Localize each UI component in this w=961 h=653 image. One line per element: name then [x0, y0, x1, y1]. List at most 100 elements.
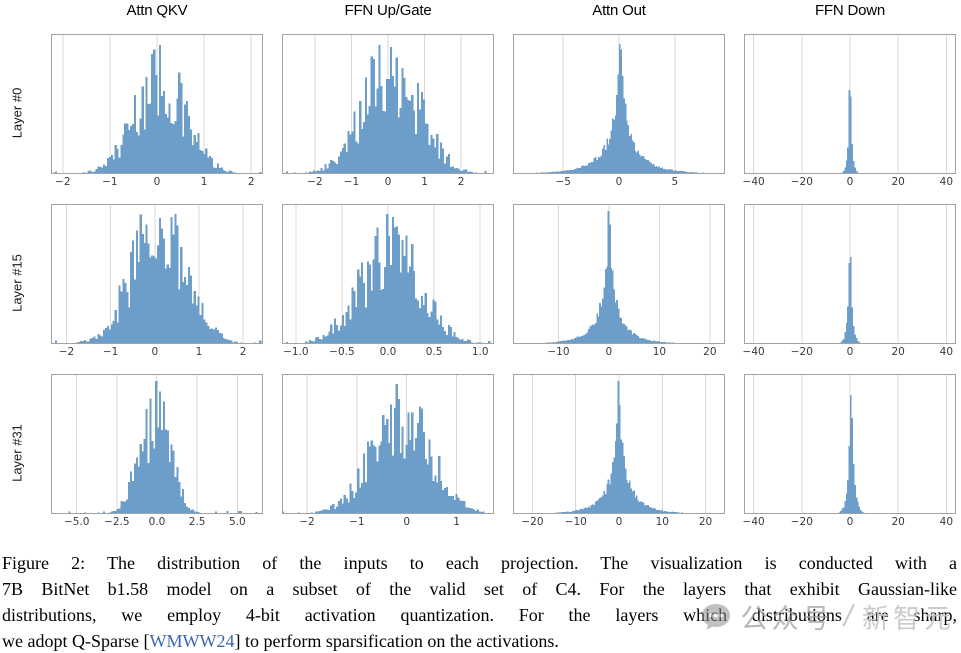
x-tick-label: 20: [891, 346, 905, 358]
x-tick-label: 5.0: [228, 516, 246, 528]
x-tick-label: −5.0: [63, 516, 90, 528]
row-label: Layer #0: [9, 87, 25, 139]
x-tick-label: −20: [521, 516, 544, 528]
x-axis-ticks: −1.0 −0.5 0.0 0.5 1.0: [282, 346, 494, 362]
row-label: Layer #31: [9, 424, 25, 482]
caption-line-2: 7B BitNet b1.58 model on a subset of the…: [2, 579, 957, 599]
histogram-panel: −40 −20 0 20 40: [742, 204, 956, 362]
x-axis-ticks: −2 −1 0 1: [282, 516, 494, 532]
x-tick-label: −1: [349, 516, 365, 528]
row-label-cell: Layer #15: [2, 204, 32, 362]
x-tick-label: −10: [547, 346, 570, 358]
x-tick-label: −1: [102, 176, 118, 188]
x-tick-label: 40: [939, 346, 954, 358]
x-tick-label: 0: [384, 176, 392, 188]
x-tick-label: −40: [742, 176, 765, 188]
x-tick-label: −0.5: [329, 346, 355, 358]
row-label: Layer #15: [9, 254, 25, 312]
x-tick-label: 10: [652, 346, 667, 358]
x-axis-ticks: −5 0 5: [513, 176, 725, 192]
histogram-grid: Attn QKV FFN Up/Gate Attn Out FFN Down Layer…: [2, 2, 956, 532]
figure-caption: Figure 2: The distribution of the inputs…: [0, 550, 961, 653]
x-tick-label: 1: [421, 176, 428, 188]
x-axis-ticks: −2 −1 0 1 2: [51, 346, 263, 362]
histogram-panel: −2 −1 0 1 2: [282, 34, 494, 192]
x-axis-ticks: −10 0 10 20: [513, 346, 725, 362]
x-tick-label: 0.0: [148, 516, 166, 528]
histogram-panel: −40 −20 0 20 40: [742, 34, 956, 192]
histogram-plot: [513, 34, 725, 174]
histogram-panel: −2 −1 0 1: [282, 374, 494, 532]
x-axis-ticks: −40 −20 0 20 40: [742, 516, 956, 532]
x-axis-ticks: −5.0 −2.5 0.0 2.5 5.0: [51, 516, 263, 532]
x-tick-label: 0: [151, 346, 159, 358]
x-axis-ticks: −20 −10 0 10 20: [513, 516, 725, 532]
x-tick-label: −2: [55, 176, 71, 188]
x-tick-label: 1: [200, 176, 208, 188]
x-tick-label: −2.5: [104, 516, 130, 528]
row-label-cell: Layer #0: [2, 34, 32, 192]
histogram-plot: [513, 204, 725, 344]
grid-corner: [2, 2, 32, 22]
x-tick-label: −40: [742, 346, 765, 358]
x-tick-label: 0: [615, 516, 623, 528]
column-title: FFN Up/Gate: [344, 2, 432, 19]
histogram-panel: −20 −10 0 10 20: [513, 374, 725, 532]
caption-line-3: distributions, we employ 4-bit activatio…: [2, 605, 957, 625]
histogram-plot: [744, 204, 956, 344]
x-tick-label: −10: [564, 516, 587, 528]
x-tick-label: 0: [846, 176, 854, 188]
citation-link[interactable]: WMWW24: [149, 631, 235, 651]
x-tick-label: 1.0: [471, 346, 489, 358]
x-tick-label: −2: [299, 516, 315, 528]
x-tick-label: 0: [153, 176, 161, 188]
caption-line-4: we adopt Q-Sparse [WMWW24] to perform sp…: [2, 628, 957, 653]
x-tick-label: 0: [615, 176, 623, 188]
histogram-panel: −1.0 −0.5 0.0 0.5 1.0: [282, 204, 494, 362]
x-tick-label: −40: [742, 516, 765, 528]
histogram-plot: [51, 374, 263, 514]
x-tick-label: 2: [457, 176, 465, 188]
x-tick-label: 10: [655, 516, 669, 528]
x-tick-label: 0: [403, 516, 411, 528]
x-tick-label: 20: [891, 176, 905, 188]
row-label-cell: Layer #31: [2, 374, 32, 532]
x-tick-label: 0: [605, 346, 613, 358]
x-tick-label: −1.0: [283, 346, 309, 358]
x-axis-ticks: −2 −1 0 1 2: [282, 176, 494, 192]
x-tick-label: 0: [846, 516, 854, 528]
column-title: Attn QKV: [126, 2, 188, 19]
caption-line-4-pre: we adopt Q-Sparse [: [2, 631, 150, 651]
x-tick-label: 1: [453, 516, 460, 528]
histogram-plot: [282, 204, 494, 344]
x-tick-label: −1: [343, 176, 360, 188]
x-tick-label: 20: [698, 516, 713, 528]
histogram-panel: −40 −20 0 20 40: [742, 374, 956, 532]
histogram-panel: −5 0 5: [513, 34, 725, 192]
x-tick-label: 2.5: [188, 516, 206, 528]
x-tick-label: 0.0: [379, 346, 397, 358]
caption-line-1: Figure 2: The distribution of the inputs…: [2, 553, 957, 573]
x-tick-label: −20: [790, 516, 813, 528]
x-tick-label: 40: [939, 516, 954, 528]
x-tick-label: −1: [102, 346, 119, 358]
x-tick-label: 40: [939, 176, 954, 188]
column-title: FFN Down: [814, 2, 886, 19]
histogram-plot: [744, 374, 956, 514]
histogram-plot: [51, 34, 263, 174]
x-axis-ticks: −40 −20 0 20 40: [742, 346, 956, 362]
histogram-panel: −2 −1 0 1 2: [51, 204, 263, 362]
histogram-plot: [513, 374, 725, 514]
x-axis-ticks: −40 −20 0 20 40: [742, 176, 956, 192]
x-tick-label: −20: [790, 346, 813, 358]
x-tick-label: 2: [247, 176, 255, 188]
caption-line-4-post: ] to perform sparsification on the activ…: [234, 631, 559, 651]
histogram-plot: [51, 204, 263, 344]
x-tick-label: 0.5: [425, 346, 443, 358]
x-tick-label: 20: [891, 516, 905, 528]
histogram-panel: −2 −1 0 1 2: [51, 34, 263, 192]
x-tick-label: 20: [703, 346, 717, 358]
x-tick-label: 0: [846, 346, 854, 358]
x-tick-label: −5: [555, 176, 571, 188]
